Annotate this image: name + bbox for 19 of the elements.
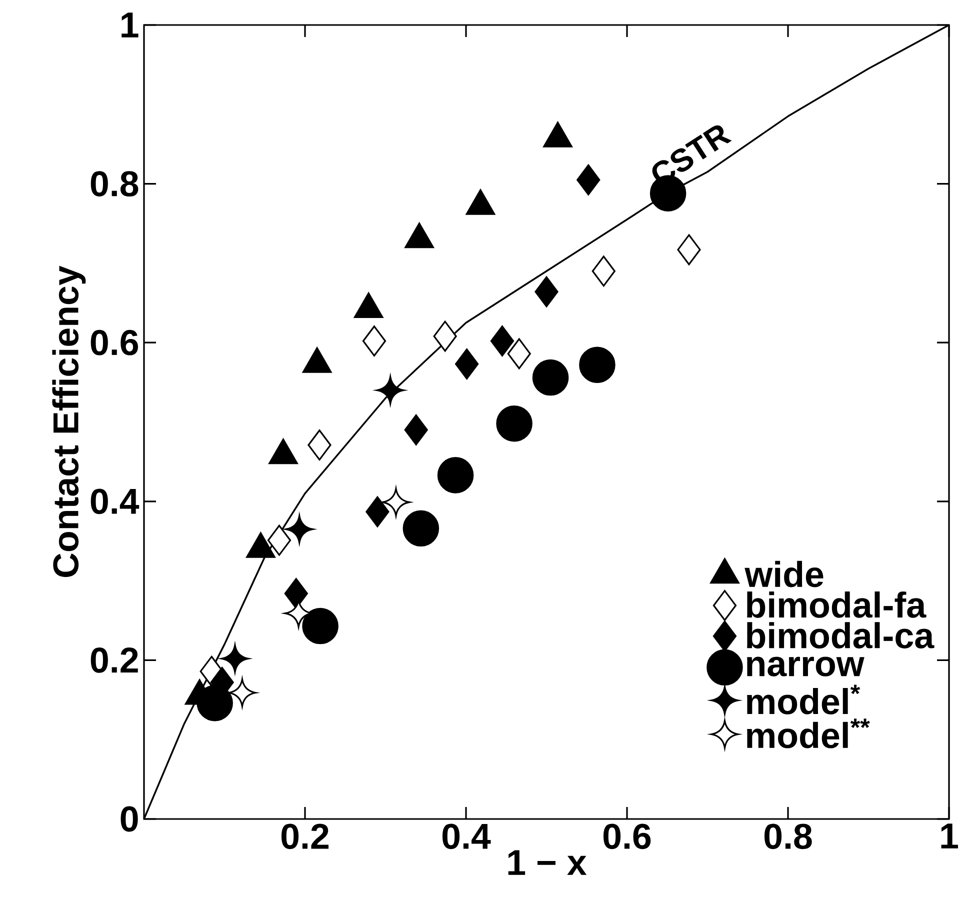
legend-label: model$^{*}$	[747, 684, 860, 714]
y-tick-label: 0.2	[90, 648, 138, 673]
legend-label: bimodal-fa	[747, 591, 926, 618]
legend-label: wide	[744, 560, 824, 588]
y-tick-label: 0.4	[90, 488, 140, 514]
x-tick-label: 0.2	[281, 824, 329, 850]
y-tick-label: 0.8	[90, 171, 138, 196]
x-tick-label: 0.4	[442, 824, 491, 850]
legend-label: model$^{**}$	[747, 718, 870, 748]
legend-label: narrow	[747, 656, 864, 676]
y-tick-label: 1	[122, 12, 138, 38]
x-axis-title: 1 − x	[508, 850, 587, 875]
y-tick-label: 0	[120, 806, 138, 832]
y-tick-label: 0.6	[90, 330, 138, 356]
legend-label: bimodal-ca	[747, 622, 934, 648]
x-tick-label: 0.8	[764, 824, 812, 850]
x-tick-label: 1	[941, 824, 958, 848]
x-tick-label: 0.6	[603, 824, 651, 850]
y-axis-title: Contact Efficiency	[52, 266, 86, 577]
